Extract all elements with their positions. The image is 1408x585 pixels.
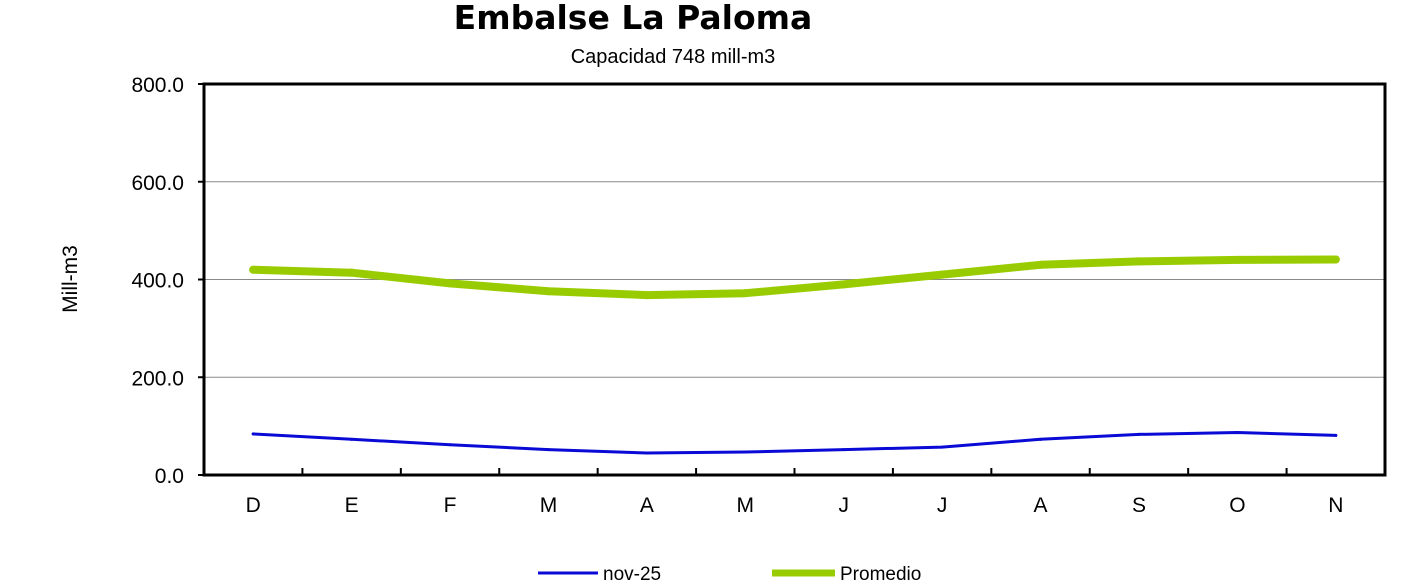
data-point-promedio	[1036, 260, 1045, 269]
series-line-promedio	[249, 255, 1340, 300]
x-tick-label: F	[444, 494, 457, 517]
data-point-nov-25	[645, 451, 649, 455]
y-tick-label: 600.0	[131, 172, 184, 195]
series-line-nov-25	[251, 431, 1338, 455]
data-point-nov-25	[546, 448, 550, 452]
y-axis-label: Mill-m3	[59, 245, 82, 313]
data-point-promedio	[839, 280, 848, 289]
data-point-promedio	[249, 265, 258, 274]
legend-label-nov-25: nov-25	[603, 564, 661, 585]
data-point-promedio	[446, 279, 455, 288]
data-point-nov-25	[940, 445, 944, 449]
data-point-nov-25	[842, 448, 846, 452]
data-point-nov-25	[743, 450, 747, 454]
data-point-nov-25	[1039, 437, 1043, 441]
x-tick-label: J	[937, 494, 948, 517]
data-point-nov-25	[251, 432, 255, 436]
data-point-nov-25	[1235, 430, 1239, 434]
y-tick-label: 0.0	[155, 465, 184, 488]
data-point-promedio	[1233, 255, 1242, 264]
x-tick-label: O	[1229, 494, 1245, 517]
data-point-promedio	[642, 291, 651, 300]
chart-subtitle: Capacidad 748 mill-m3	[571, 46, 776, 68]
x-tick-label: N	[1328, 494, 1343, 517]
y-tick-label: 200.0	[131, 367, 184, 390]
x-tick-label: A	[1034, 494, 1048, 517]
data-point-nov-25	[350, 437, 354, 441]
chart-title: Embalse La Paloma	[454, 0, 813, 37]
data-point-nov-25	[448, 443, 452, 447]
data-point-promedio	[544, 287, 553, 296]
data-point-nov-25	[1334, 433, 1338, 437]
legend-label-promedio: Promedio	[840, 564, 921, 585]
data-point-promedio	[1134, 257, 1143, 266]
data-point-promedio	[347, 268, 356, 277]
x-tick-label: M	[737, 494, 755, 517]
x-tick-label: A	[640, 494, 654, 517]
y-tick-label: 800.0	[131, 74, 184, 97]
data-point-promedio	[1331, 255, 1340, 264]
x-tick-label: M	[540, 494, 558, 517]
y-tick-label: 400.0	[131, 270, 184, 293]
y-axis-ticks: 0.0 200.0 400.0 600.0 800.0	[131, 74, 204, 488]
data-point-promedio	[938, 270, 947, 279]
x-tick-label: J	[838, 494, 849, 517]
data-point-promedio	[741, 289, 750, 298]
data-point-nov-25	[1137, 432, 1141, 436]
x-tick-label: S	[1132, 494, 1146, 517]
x-tick-label: E	[345, 494, 359, 517]
series-lines	[249, 255, 1340, 455]
x-tick-label: D	[246, 494, 261, 517]
legend: nov-25 Promedio	[538, 564, 921, 585]
